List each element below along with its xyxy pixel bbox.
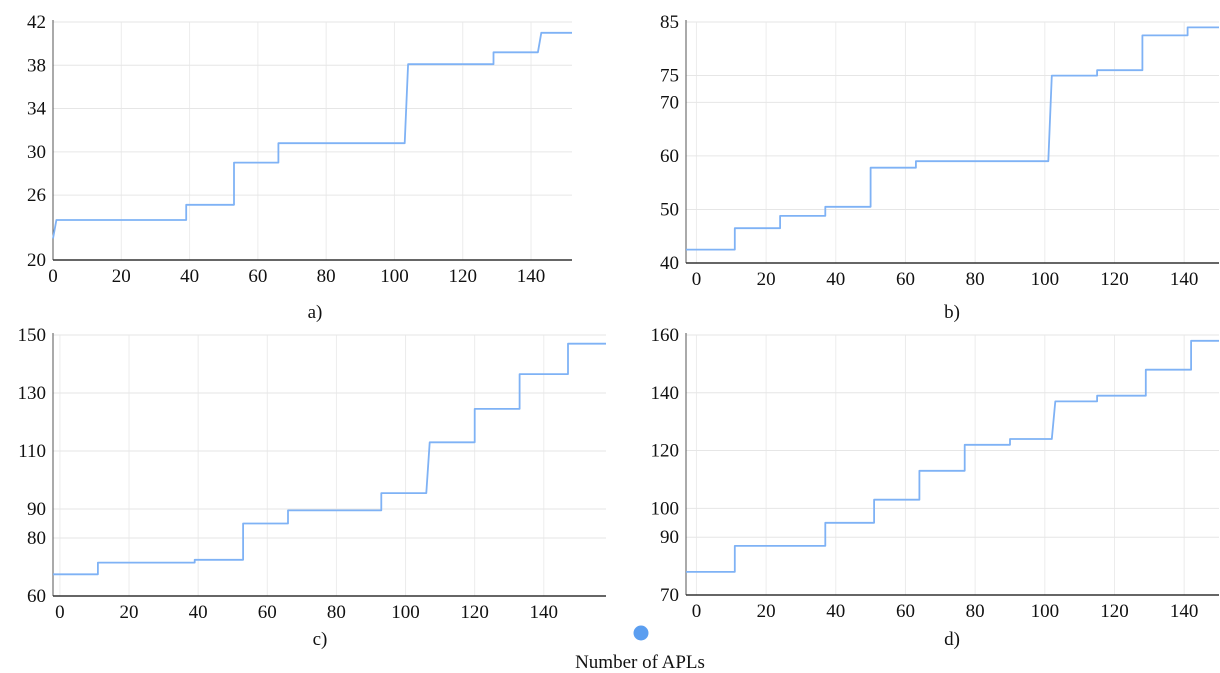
x-tick-label: 60 [258,602,277,623]
y-tick-label: 90 [660,527,679,548]
y-tick-label: 20 [27,250,46,271]
x-tick-label: 140 [517,266,546,287]
x-tick-label: 120 [1100,601,1129,622]
y-tick-label: 100 [651,498,680,519]
x-tick-label: 120 [460,602,489,623]
x-tick-label: 100 [1031,269,1060,290]
x-tick-label: 0 [692,601,702,622]
x-tick-label: 0 [692,269,702,290]
x-tick-label: 120 [448,266,477,287]
y-tick-label: 42 [27,12,46,33]
panel-label-b: b) [944,302,960,323]
y-tick-label: 90 [27,499,46,520]
x-tick-label: 60 [896,601,915,622]
series-line [53,342,606,576]
series-line [52,31,572,239]
series-line [686,339,1219,573]
x-tick-label: 60 [248,266,267,287]
x-tick-label: 20 [120,602,139,623]
y-tick-label: 150 [18,325,47,346]
x-tick-label: 60 [896,269,915,290]
y-tick-label: 110 [18,441,46,462]
x-tick-label: 40 [189,602,208,623]
legend-marker [633,625,649,641]
x-tick-label: 40 [826,601,845,622]
x-tick-label: 120 [1100,269,1129,290]
chart-panel-c: 0 20 40 60 80 100 120 140 60 80 90 110 130 150 [18,325,606,623]
x-tick-label: 20 [757,601,776,622]
chart-panel-d: 0 20 40 60 80 100 120 140 70 90 100 120 140 160 [651,325,1219,622]
x-tick-label: 40 [180,266,199,287]
x-tick-label: 100 [380,266,409,287]
y-tick-label: 120 [651,441,680,462]
y-tick-label: 130 [18,383,47,404]
y-tick-label: 70 [660,92,679,113]
x-tick-label: 80 [327,602,346,623]
y-tick-label: 85 [660,12,679,33]
panel-label-d: d) [944,629,960,650]
x-tick-label: 0 [55,602,65,623]
y-tick-label: 80 [27,528,46,549]
x-tick-label: 80 [966,601,985,622]
y-tick-label: 160 [651,325,680,346]
y-tick-label: 26 [27,185,46,206]
x-tick-label: 100 [1031,601,1060,622]
x-tick-label: 20 [112,266,131,287]
y-tick-label: 50 [660,199,679,220]
y-tick-label: 30 [27,142,46,163]
y-tick-label: 140 [651,383,680,404]
y-tick-label: 60 [660,146,679,167]
x-tick-label: 140 [1170,269,1199,290]
legend-label: Number of APLs [575,652,705,673]
y-tick-label: 34 [27,99,47,120]
panel-label-a: a) [308,302,323,323]
x-tick-label: 0 [48,266,58,287]
series-line [686,26,1219,251]
x-tick-label: 80 [317,266,336,287]
x-tick-label: 100 [391,602,420,623]
x-tick-label: 20 [757,269,776,290]
y-tick-label: 38 [27,55,46,76]
y-tick-label: 75 [660,66,679,87]
y-tick-label: 60 [27,586,46,607]
x-tick-label: 40 [826,269,845,290]
x-tick-label: 140 [1170,601,1199,622]
x-tick-label: 80 [966,269,985,290]
y-tick-label: 40 [660,253,679,274]
x-tick-label: 140 [530,602,559,623]
panel-label-c: c) [313,629,328,650]
chart-panel-b: 0 20 40 60 80 100 120 140 40 50 60 70 75 85 [660,12,1219,290]
legend: Number of APLs [575,625,705,673]
y-tick-label: 70 [660,585,679,606]
